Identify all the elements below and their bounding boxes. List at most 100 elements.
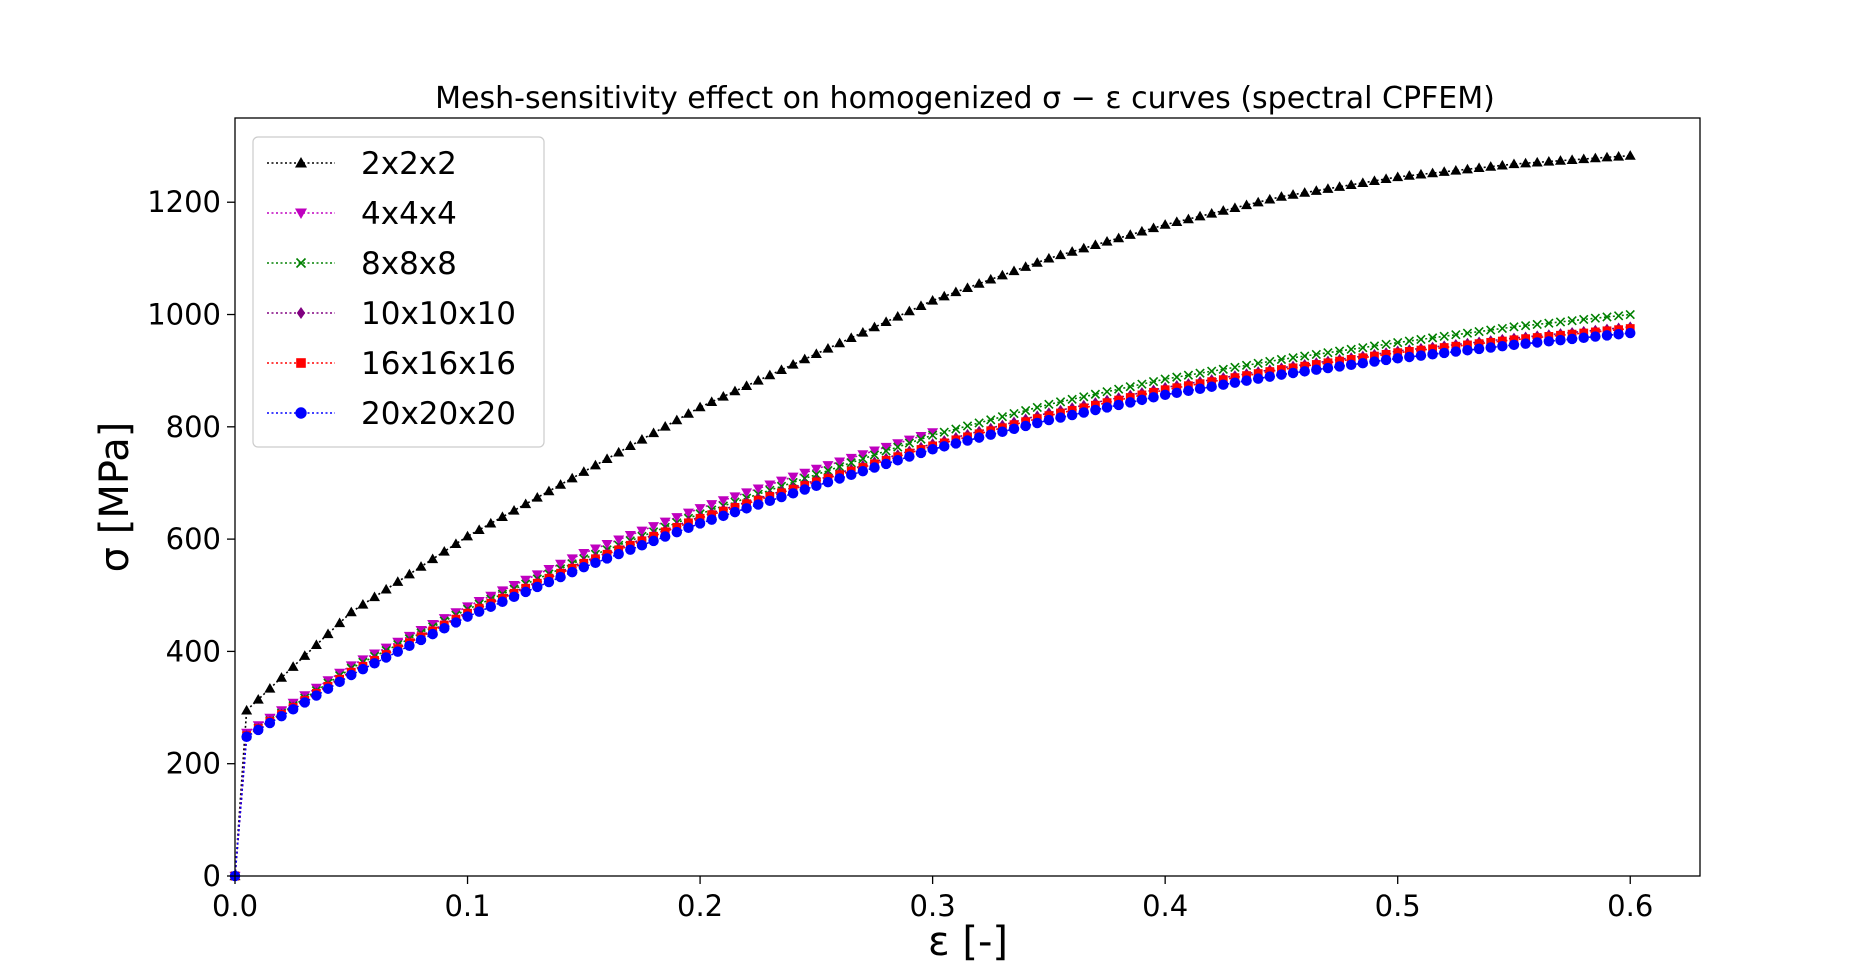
data-point (1171, 387, 1183, 399)
data-point (1497, 323, 1508, 334)
data-point (450, 538, 462, 549)
data-point (1461, 163, 1473, 174)
data-point (392, 576, 404, 586)
data-point (566, 472, 578, 483)
data-point (345, 606, 357, 617)
data-point (868, 321, 880, 332)
data-point (241, 731, 252, 742)
x-tick-label: 0.6 (1607, 889, 1653, 923)
y-tick-label: 1000 (147, 298, 221, 332)
data-point (1299, 187, 1311, 197)
data-point (1148, 222, 1160, 233)
data-point (1451, 341, 1461, 351)
data-point (1369, 356, 1380, 367)
data-point (834, 473, 845, 484)
data-point (1450, 164, 1462, 175)
data-point (811, 469, 822, 480)
data-point (1125, 397, 1136, 408)
data-point (1474, 326, 1484, 337)
data-point (1509, 322, 1519, 332)
data-point (1450, 346, 1462, 357)
data-point (1438, 347, 1450, 359)
data-point (717, 390, 729, 401)
data-point (485, 601, 497, 612)
legend: 2x2x2 4x4x4 8x8x8 10x10x10 16x16x16 20x20x20 (252, 136, 545, 448)
series-layer (229, 150, 1636, 882)
data-point (950, 286, 962, 297)
data-point (543, 485, 555, 496)
data-point (1183, 370, 1194, 380)
data-point (1089, 239, 1101, 250)
data-point (846, 469, 857, 481)
data-point (950, 438, 962, 449)
data-point (1463, 340, 1472, 350)
data-point (1276, 354, 1287, 365)
data-point (508, 581, 520, 591)
data-point (1043, 252, 1055, 263)
data-point (589, 544, 601, 555)
data-point (1380, 173, 1392, 184)
data-point (834, 461, 845, 472)
data-point (1404, 336, 1415, 346)
legend-label: 10x10x10 (361, 296, 516, 332)
data-point (450, 617, 462, 628)
data-point (706, 396, 718, 406)
data-point (1090, 389, 1101, 399)
data-point (893, 442, 903, 452)
data-point (1579, 314, 1589, 325)
data-point (531, 570, 543, 580)
data-point (566, 566, 578, 578)
data-point (996, 269, 1008, 280)
data-point (264, 683, 276, 693)
data-point (1113, 384, 1124, 394)
data-point (1567, 316, 1577, 326)
data-point (1381, 349, 1391, 359)
data-point (892, 454, 903, 466)
legend-marker (296, 358, 306, 368)
data-point (986, 415, 996, 425)
data-point (799, 468, 811, 479)
data-point (1206, 381, 1217, 392)
x-tick-label: 0.1 (444, 889, 490, 923)
legend-label: 8x8x8 (361, 246, 457, 282)
data-point (846, 458, 856, 468)
data-point (858, 454, 868, 464)
data-point (822, 461, 834, 471)
series-20x20x20 (229, 327, 1636, 882)
data-point (404, 640, 415, 652)
data-point (869, 450, 880, 460)
data-point (287, 704, 299, 715)
data-point (438, 545, 450, 556)
data-point (1602, 312, 1612, 322)
data-point (473, 524, 485, 534)
data-point (1218, 379, 1229, 390)
data-point (1554, 155, 1566, 165)
data-point (1102, 387, 1112, 397)
data-point (776, 491, 787, 503)
plot-frame (234, 117, 1701, 877)
data-point (1287, 189, 1299, 199)
data-point (1358, 342, 1368, 353)
data-point (903, 305, 915, 316)
data-point (880, 442, 892, 453)
data-point (904, 451, 915, 462)
data-point (578, 561, 590, 573)
data-point (334, 617, 346, 628)
data-point (787, 472, 799, 483)
data-point (880, 316, 892, 326)
data-point (1428, 344, 1437, 354)
data-point (485, 517, 497, 528)
data-point (601, 540, 613, 550)
data-point (1486, 325, 1496, 335)
y-tick-label: 800 (166, 410, 221, 444)
legend-marker (295, 157, 307, 168)
data-point (752, 374, 764, 385)
data-point (682, 408, 694, 418)
data-point (1578, 332, 1589, 343)
data-point (1090, 404, 1101, 416)
data-point (1589, 152, 1601, 163)
data-point (694, 518, 706, 529)
data-point (729, 385, 741, 396)
legend-label: 2x2x2 (361, 146, 457, 182)
data-point (1066, 409, 1078, 421)
